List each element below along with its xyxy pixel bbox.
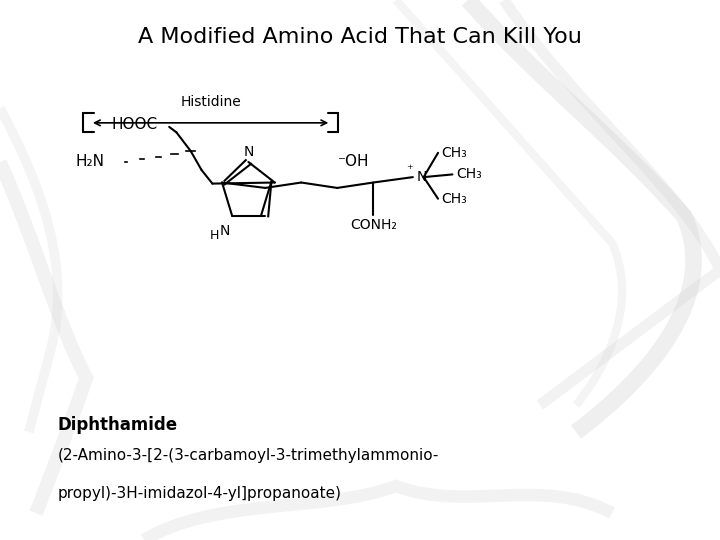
Text: Diphthamide: Diphthamide	[58, 416, 178, 434]
Text: HOOC: HOOC	[112, 117, 158, 132]
Text: A Modified Amino Acid That Can Kill You: A Modified Amino Acid That Can Kill You	[138, 27, 582, 47]
Text: CH₃: CH₃	[456, 167, 482, 181]
Text: CH₃: CH₃	[441, 146, 467, 160]
Text: Histidine: Histidine	[180, 96, 241, 109]
Text: N: N	[243, 145, 253, 159]
Text: CH₃: CH₃	[441, 192, 467, 206]
Text: N: N	[220, 224, 230, 238]
Text: N: N	[416, 170, 427, 184]
Text: ⁻OH: ⁻OH	[338, 154, 370, 170]
Text: propyl)-3H-imidazol-4-yl]propanoate): propyl)-3H-imidazol-4-yl]propanoate)	[58, 486, 341, 501]
Text: H: H	[210, 229, 219, 242]
Text: ⁺: ⁺	[406, 163, 413, 176]
Text: H₂N: H₂N	[76, 154, 104, 170]
Text: (2-Amino-3-[2-(3-carbamoyl-3-trimethylammonio-: (2-Amino-3-[2-(3-carbamoyl-3-trimethylam…	[58, 448, 439, 463]
Text: CONH₂: CONH₂	[350, 218, 397, 232]
